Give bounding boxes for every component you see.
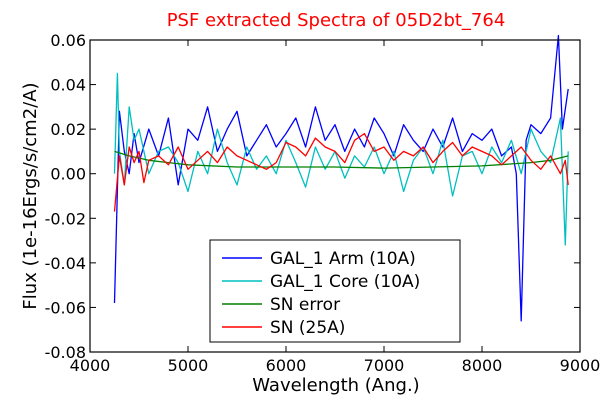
legend-box	[209, 239, 461, 343]
legend-label-1: GAL_1 Core (10A)	[270, 272, 420, 292]
y-tick-label: -0.02	[45, 209, 86, 228]
y-axis-label: Flux (1e-16Ergs/s/cm2/A)	[20, 82, 41, 309]
x-tick-label: 9000	[560, 356, 600, 375]
legend-label-2: SN error	[270, 295, 340, 315]
series-line-1	[113, 72, 569, 246]
series-line-0	[113, 34, 569, 322]
y-tick-label: -0.06	[45, 298, 86, 317]
x-tick-label: 4000	[70, 356, 111, 375]
x-tick-label: 8000	[462, 356, 503, 375]
plot-frame	[89, 39, 581, 353]
x-tick-label: 7000	[364, 356, 405, 375]
x-tick-label: 5000	[168, 356, 209, 375]
chart-title: PSF extracted Spectra of 05D2bt_764	[167, 10, 506, 31]
y-tick-label: 0.00	[50, 165, 86, 184]
legend-items: GAL_1 Arm (10A) GAL_1 Core (10A) SN error S…	[222, 249, 420, 338]
y-tick-label: 0.04	[50, 76, 86, 95]
legend-label-3: SN (25A)	[270, 318, 345, 338]
x-axis-label: Wavelength (Ang.)	[252, 375, 419, 396]
ticks-layer: 4000 5000 6000 7000 8000 9000 -0.08 -0.06 -0.04 -…	[45, 31, 600, 375]
y-tick-label: 0.06	[50, 31, 86, 50]
series-line-3	[113, 132, 569, 212]
y-tick-label: 0.02	[50, 120, 86, 139]
legend-label-0: GAL_1 Arm (10A)	[270, 249, 416, 269]
series-line-2	[114, 150, 569, 169]
y-tick-label: -0.08	[45, 343, 86, 362]
y-tick-label: -0.04	[45, 254, 86, 273]
series-layer	[113, 34, 569, 322]
x-tick-label: 6000	[266, 356, 307, 375]
legend: GAL_1 Arm (10A) GAL_1 Core (10A) SN error S…	[209, 239, 461, 343]
